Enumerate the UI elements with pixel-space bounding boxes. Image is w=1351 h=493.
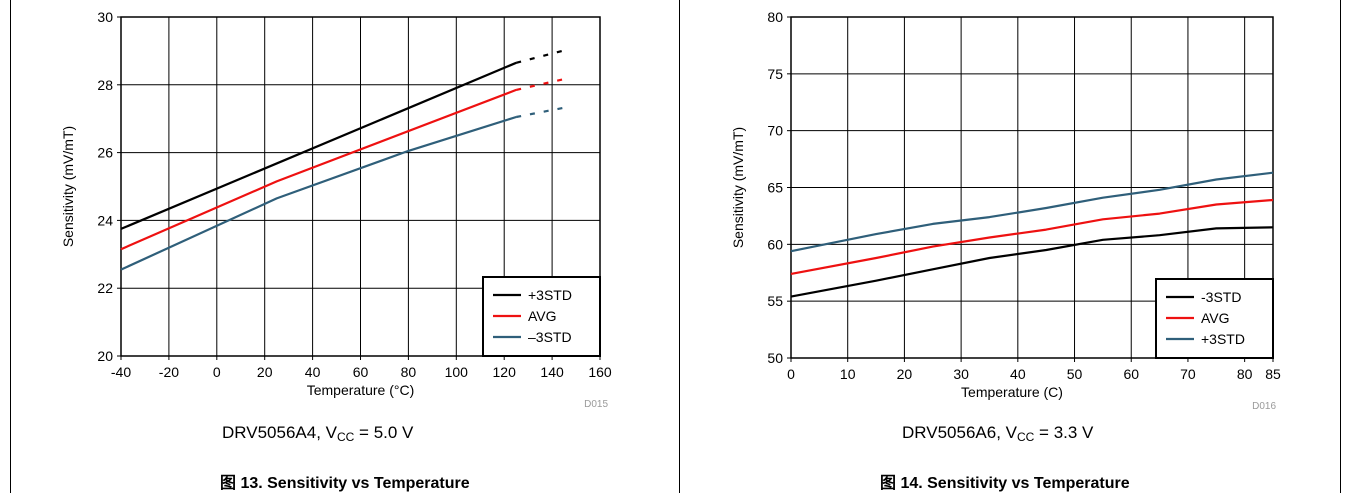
chart-0-xtick-label: 160 [588,364,612,380]
chart-0-xtick-label: -40 [111,364,131,380]
chart-0-legend-label-2: –3STD [528,329,572,345]
device-condition-a6: DRV5056A6, VCC = 3.3 V [902,423,1094,444]
chart-1-ytick-label: 75 [767,66,783,82]
figure-13-frame [10,0,680,493]
chart-1-xtick-label: 10 [840,366,856,382]
chart-0-ylabel: Sensitivity (mV/mT) [60,126,76,247]
chart-1-legend-label-1: AVG [1201,310,1230,326]
chart-1-ylabel: Sensitivity (mV/mT) [730,127,746,248]
chart-1-xlabel: Temperature (C) [961,384,1063,400]
chart-1-series-line-0 [790,226,1274,298]
chart-0-series-line-1 [120,88,517,251]
figure-14-frame [680,0,1341,493]
chart-0-series-extrapolation-2 [515,105,570,119]
sensitivity-chart-a6: 0 10 20 30 40 50 60 70 80 85 50 55 60 65 70 75 80 Tempera… [730,9,1281,412]
chart-1-xtick-label: 30 [953,366,969,382]
chart-1-xtick-label: 80 [1237,366,1253,382]
chart-0-series-extrapolation-0 [515,48,570,64]
chart-1-xtick-label: 0 [787,366,795,382]
chart-0-xtick-label: 20 [257,364,273,380]
chart-1-ytick-label: 55 [767,293,783,309]
chart-0-xtick-label: 0 [213,364,221,380]
figure-14-panel: 0 10 20 30 40 50 60 70 80 85 50 55 60 65 70 75 80 Tempera… [680,0,1351,493]
sensitivity-chart-a4: -40 -20 0 20 40 60 80 100 120 140 160 20 22 24 26 28 30 T… [60,9,612,410]
device-condition-a4: DRV5056A4, VCC = 5.0 V [222,423,414,444]
chart-1-xtick-label: 20 [897,366,913,382]
chart-0-xtick-label: 100 [445,364,469,380]
figure-13-caption: 图 13. Sensitivity vs Temperature [220,475,470,492]
chart-0-series-extrapolation-1 [515,76,570,91]
chart-1-legend-label-0: -3STD [1201,289,1241,305]
chart-1-xtick-label: 60 [1123,366,1139,382]
chart-0-xlabel: Temperature (°C) [307,382,415,398]
chart-1-series-line-1 [790,198,1274,275]
chart-0-ytick-label: 30 [97,9,113,25]
chart-1-figure-code: D016 [1252,401,1276,412]
figure-14-caption: 图 14. Sensitivity vs Temperature [880,475,1130,492]
chart-0-xtick-label: 40 [305,364,321,380]
chart-1-xtick-label: 85 [1265,366,1281,382]
chart-0-xtick-label: 60 [353,364,369,380]
chart-0-legend-label-1: AVG [528,308,557,324]
chart-0-series-line-2 [120,115,517,271]
chart-1-ytick-label: 60 [767,236,783,252]
chart-1-ytick-label: 50 [767,350,783,366]
chart-1-xtick-label: 70 [1180,366,1196,382]
chart-0-ytick-label: 20 [97,348,113,364]
chart-0-ytick-label: 24 [97,212,113,228]
chart-1-xtick-label: 50 [1067,366,1083,382]
chart-1-xtick-label: 40 [1010,366,1026,382]
chart-0-xtick-label: -20 [159,364,179,380]
chart-0-ytick-label: 26 [97,145,113,161]
chart-0-xtick-label: 140 [540,364,564,380]
figure-13-panel: -40 -20 0 20 40 60 80 100 120 140 160 20 22 24 26 28 30 T… [60,9,612,492]
chart-0-series-line-0 [120,61,517,230]
chart-1-ytick-label: 80 [767,9,783,25]
chart-1-legend-label-2: +3STD [1201,331,1245,347]
chart-0-ytick-label: 22 [97,280,113,296]
chart-1-ytick-label: 65 [767,180,783,196]
chart-0-legend-label-0: +3STD [528,287,572,303]
chart-0-xtick-label: 120 [493,364,517,380]
chart-1-ytick-label: 70 [767,123,783,139]
chart-1-series-line-2 [790,171,1274,253]
chart-0-ytick-label: 28 [97,77,113,93]
chart-0-figure-code: D015 [584,399,608,410]
chart-0-xtick-label: 80 [401,364,417,380]
